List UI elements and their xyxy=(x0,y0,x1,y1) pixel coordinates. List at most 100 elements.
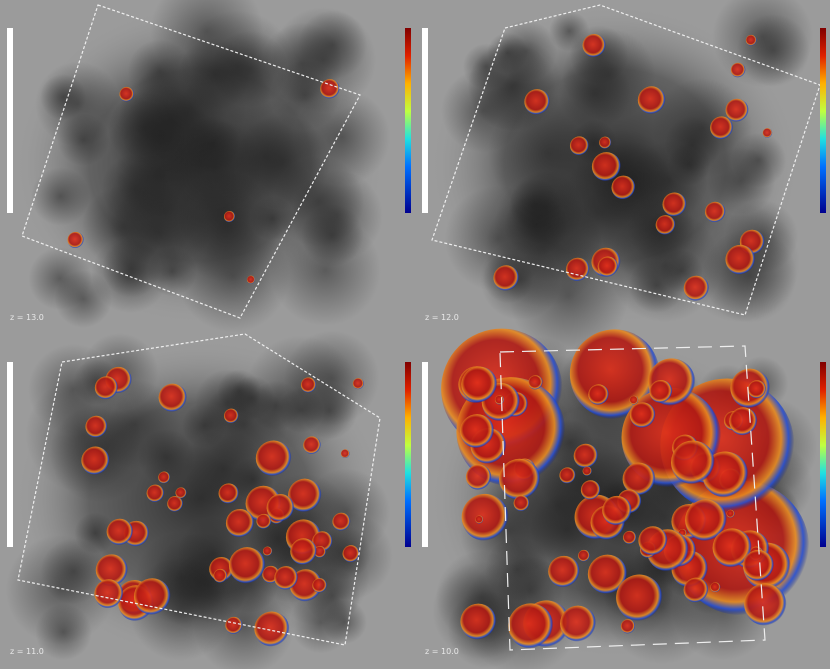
ionized-bubble xyxy=(342,545,360,563)
ionized-bubble xyxy=(710,116,734,140)
ionized-bubble xyxy=(602,495,632,526)
gas-puff xyxy=(736,13,810,87)
ionized-bubble xyxy=(710,582,721,593)
ionized-bubble xyxy=(106,518,134,546)
ionized-bubble xyxy=(508,603,554,649)
ionized-bubble xyxy=(513,495,530,512)
colorbar xyxy=(820,28,826,213)
gas-puff xyxy=(270,7,377,113)
colorbar xyxy=(405,28,411,213)
ionized-bubble xyxy=(582,33,606,58)
gas-puff xyxy=(54,270,113,328)
cube-outline xyxy=(431,4,821,316)
ionized-bubble xyxy=(569,136,589,156)
ionized-bubble xyxy=(225,616,243,635)
ionized-bubble xyxy=(623,530,637,545)
ionized-bubble xyxy=(729,407,758,436)
ionized-bubble xyxy=(246,275,256,284)
ionized-bubble xyxy=(255,440,292,477)
ionized-bubble xyxy=(622,462,656,496)
ionized-bubble xyxy=(655,215,676,235)
ionized-bubble xyxy=(460,603,497,640)
panel-label: z = 12.0 xyxy=(425,313,459,322)
ionized-bubble xyxy=(461,366,498,403)
ionized-bubble xyxy=(685,499,727,542)
ionized-bubble xyxy=(762,128,773,138)
ionized-bubble xyxy=(629,395,639,405)
ionized-bubble xyxy=(288,478,322,513)
panel: z = 12.0 xyxy=(422,0,826,356)
ionized-bubble xyxy=(262,546,273,556)
scale-bar xyxy=(7,362,13,547)
ionized-bubble xyxy=(223,211,236,223)
gas-puff xyxy=(278,387,324,433)
cube-outline xyxy=(499,345,766,651)
ionized-bubble xyxy=(611,175,636,200)
ionized-bubble xyxy=(228,547,266,584)
ionized-bubble xyxy=(133,578,171,615)
gas-puff xyxy=(35,603,92,661)
ionized-bubble xyxy=(290,538,317,565)
ionized-bubble xyxy=(85,415,108,438)
ionized-bubble xyxy=(620,619,636,634)
panel-label: z = 10.0 xyxy=(425,647,459,656)
gas-puff xyxy=(147,246,197,297)
ionized-bubble xyxy=(649,379,673,404)
ionized-bubble xyxy=(629,402,656,428)
ionized-bubble xyxy=(332,512,351,531)
ionized-bubble xyxy=(167,496,184,512)
ionized-bubble xyxy=(591,152,621,182)
ionized-bubble xyxy=(730,62,746,78)
panel-label: z = 13.0 xyxy=(10,313,44,322)
ionized-bubble xyxy=(314,546,327,558)
ionized-bubble xyxy=(742,549,775,582)
ionized-bubble xyxy=(320,79,340,99)
ionized-bubble xyxy=(662,192,687,217)
ionized-bubble xyxy=(580,480,601,500)
panel-label: z = 11.0 xyxy=(10,647,44,656)
ionized-bubble xyxy=(560,605,597,642)
ionized-bubble xyxy=(256,513,272,529)
ionized-bubble xyxy=(158,471,171,484)
gas-puff xyxy=(289,591,353,654)
gas-puff xyxy=(138,429,195,486)
ionized-bubble xyxy=(493,265,520,291)
ionized-bubble xyxy=(524,89,550,115)
gas-puff xyxy=(229,375,275,420)
ionized-bubble xyxy=(119,86,135,102)
gas-puff xyxy=(234,114,330,210)
ionized-bubble xyxy=(587,554,628,595)
ionized-bubble xyxy=(352,378,365,390)
ionized-bubble xyxy=(578,549,590,562)
ionized-bubble xyxy=(312,531,333,552)
gas-puff xyxy=(629,140,709,220)
gas-puff xyxy=(31,167,90,226)
ionized-bubble xyxy=(559,467,576,484)
ionized-bubble xyxy=(266,493,295,522)
ionized-bubble xyxy=(300,377,317,393)
gas-puff xyxy=(150,0,264,88)
ionized-bubble xyxy=(460,414,495,449)
ionized-bubble xyxy=(303,436,321,455)
ionized-bubble xyxy=(175,487,187,499)
panel: z = 11.0 xyxy=(5,330,411,669)
ionized-bubble xyxy=(81,446,110,475)
ionized-bubble xyxy=(67,231,84,249)
ionized-bubble xyxy=(745,34,757,46)
ionized-bubble xyxy=(725,244,756,275)
ionized-bubble xyxy=(218,483,239,504)
panel: z = 13.0 xyxy=(7,0,411,333)
gas-puff xyxy=(480,239,562,321)
ionized-bubble xyxy=(637,86,666,115)
ionized-bubble xyxy=(461,493,509,541)
ionized-bubble xyxy=(588,384,609,406)
ionized-bubble xyxy=(94,376,119,400)
ionized-bubble xyxy=(683,577,709,603)
scale-bar xyxy=(422,28,428,213)
gas-puff xyxy=(40,73,87,121)
ionized-bubble xyxy=(475,515,484,524)
ionized-bubble xyxy=(712,528,752,568)
ionized-bubble xyxy=(95,554,128,587)
ionized-bubble xyxy=(597,256,619,277)
